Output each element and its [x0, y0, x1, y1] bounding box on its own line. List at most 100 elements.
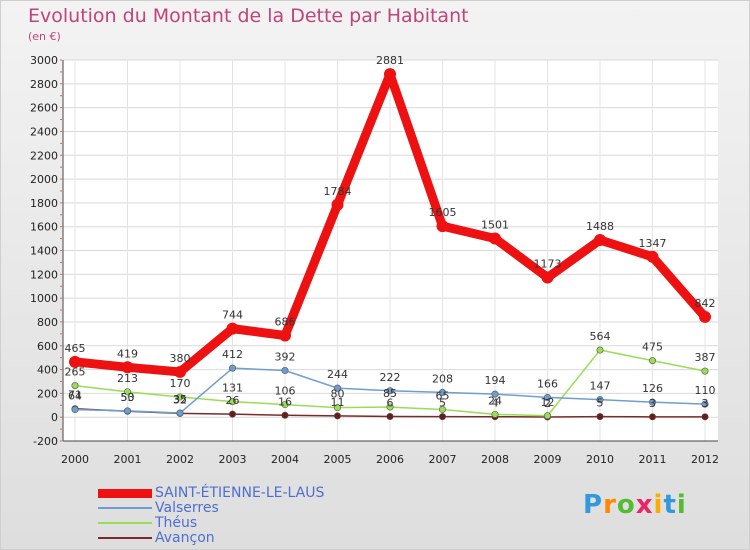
- logo-letter: i: [676, 490, 687, 520]
- data-point: [438, 413, 446, 421]
- data-label: 1605: [429, 206, 457, 219]
- logo-letter: o: [616, 490, 636, 520]
- data-label: 213: [117, 372, 138, 385]
- data-point: [386, 387, 394, 395]
- data-label: 387: [695, 351, 716, 364]
- data-label: 26: [226, 394, 240, 407]
- data-label: 2: [544, 397, 551, 410]
- x-tick-label: 2009: [534, 453, 562, 466]
- x-tick-label: 2003: [219, 453, 247, 466]
- data-point: [648, 357, 656, 365]
- data-label: 5: [597, 397, 604, 410]
- data-label: 3: [649, 397, 656, 410]
- data-label: 85: [383, 387, 397, 400]
- y-tick-label: 0: [51, 411, 58, 424]
- data-point: [229, 398, 237, 406]
- legend-swatch: [98, 488, 152, 498]
- x-tick-label: 2007: [429, 453, 457, 466]
- data-label: 110: [695, 384, 716, 397]
- data-label: 842: [695, 297, 716, 310]
- data-point: [71, 406, 79, 414]
- axes: -200 0 200 400 600 800 1000 1200 1400 1600 1800 200…: [30, 54, 719, 466]
- data-label: 147: [590, 380, 611, 393]
- legend-label: Théus: [155, 515, 198, 531]
- data-label: 412: [222, 348, 243, 361]
- data-label: 6: [387, 396, 394, 409]
- data-label: 392: [275, 351, 296, 364]
- proxiti-logo: Proxiti: [583, 490, 687, 520]
- data-point: [281, 367, 289, 375]
- data-label: 419: [117, 347, 138, 360]
- data-point: [333, 404, 341, 412]
- data-label: 1173: [534, 258, 562, 271]
- data-point: [596, 346, 604, 354]
- data-point: [646, 250, 659, 263]
- legend-item: Théus: [98, 515, 398, 531]
- y-tick-label: 1600: [30, 221, 58, 234]
- logo-letter: t: [663, 490, 677, 520]
- data-point: [71, 382, 79, 390]
- data-labels: 465 419 3807446861784288116051501117314881…: [65, 54, 716, 410]
- legend-label: Avançon: [155, 530, 215, 546]
- data-label: 16: [278, 395, 292, 408]
- data-point: [176, 393, 184, 401]
- x-tick-label: 2002: [166, 453, 194, 466]
- data-label: 12: [541, 396, 555, 409]
- data-label: 4: [492, 397, 499, 410]
- y-tick-label: 2200: [30, 149, 58, 162]
- data-point: [281, 411, 289, 419]
- x-tick-label: 2011: [639, 453, 667, 466]
- y-tick-label: -200: [33, 435, 58, 448]
- x-tick-label: 2008: [481, 453, 509, 466]
- data-point: [648, 398, 656, 406]
- data-label: 3: [702, 397, 709, 410]
- data-label: 564: [590, 330, 611, 343]
- data-label: 166: [537, 377, 558, 390]
- y-tick-label: 1400: [30, 245, 58, 258]
- data-point: [491, 390, 499, 398]
- y-tick-label: 800: [37, 316, 58, 329]
- data-point: [69, 355, 81, 368]
- data-label: 64: [68, 390, 82, 403]
- data-point: [491, 410, 499, 418]
- data-label: 71: [68, 389, 82, 402]
- data-point: [331, 198, 344, 211]
- data-point: [384, 68, 396, 81]
- data-point: [438, 405, 446, 413]
- data-point: [386, 412, 394, 420]
- data-point: [386, 403, 394, 411]
- legend-swatch: [98, 537, 152, 539]
- data-label: 194: [485, 374, 506, 387]
- legend-item: Avançon: [98, 530, 398, 546]
- data-label: 50: [121, 391, 135, 404]
- data-point: [594, 234, 606, 247]
- chart-unit: (en €): [28, 30, 61, 43]
- data-point: [596, 413, 604, 421]
- data-label: 222: [380, 371, 401, 384]
- y-tick-label: 2400: [30, 125, 58, 138]
- data-label: 1347: [639, 237, 667, 250]
- data-point: [281, 401, 289, 409]
- x-tick-label: 2004: [271, 453, 299, 466]
- legend: SAINT-ÉTIENNE-LE-LAUS Valserres Théus Avanç…: [98, 485, 398, 546]
- data-point: [124, 388, 132, 396]
- data-point: [699, 310, 711, 323]
- data-label: 106: [275, 385, 296, 398]
- y-tick-label: 200: [37, 387, 58, 400]
- data-point: [701, 413, 709, 421]
- data-point: [333, 412, 341, 420]
- data-point: [596, 396, 604, 404]
- data-point: [174, 365, 186, 378]
- x-tick-label: 2000: [61, 453, 89, 466]
- data-point: [176, 409, 184, 417]
- y-tick-label: 1800: [30, 197, 58, 210]
- logo-letter: x: [635, 490, 654, 520]
- data-point: [543, 393, 551, 401]
- x-tick-label: 2006: [376, 453, 404, 466]
- data-label: 1784: [324, 185, 352, 198]
- data-point: [543, 412, 551, 420]
- data-label: 265: [65, 366, 86, 379]
- legend-swatch: [98, 522, 152, 524]
- data-label: 475: [642, 341, 663, 354]
